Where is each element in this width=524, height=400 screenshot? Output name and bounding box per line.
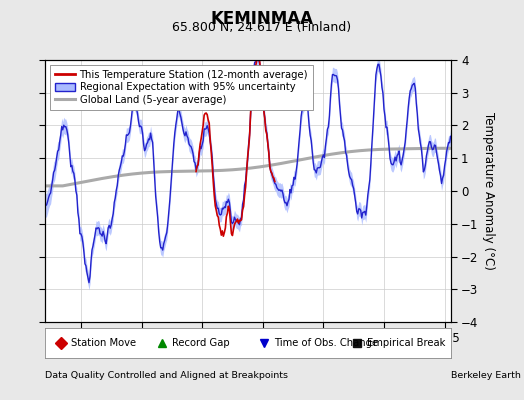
- Text: Time of Obs. Change: Time of Obs. Change: [274, 338, 378, 348]
- Text: Station Move: Station Move: [71, 338, 136, 348]
- Text: KEMINMAA: KEMINMAA: [211, 10, 313, 28]
- Text: Data Quality Controlled and Aligned at Breakpoints: Data Quality Controlled and Aligned at B…: [45, 371, 288, 380]
- Text: Record Gap: Record Gap: [172, 338, 230, 348]
- Legend: This Temperature Station (12-month average), Regional Expectation with 95% uncer: This Temperature Station (12-month avera…: [50, 65, 313, 110]
- Y-axis label: Temperature Anomaly (°C): Temperature Anomaly (°C): [482, 112, 495, 270]
- Text: Empirical Break: Empirical Break: [367, 338, 446, 348]
- Text: 65.800 N, 24.617 E (Finland): 65.800 N, 24.617 E (Finland): [172, 21, 352, 34]
- Text: Berkeley Earth: Berkeley Earth: [451, 371, 520, 380]
